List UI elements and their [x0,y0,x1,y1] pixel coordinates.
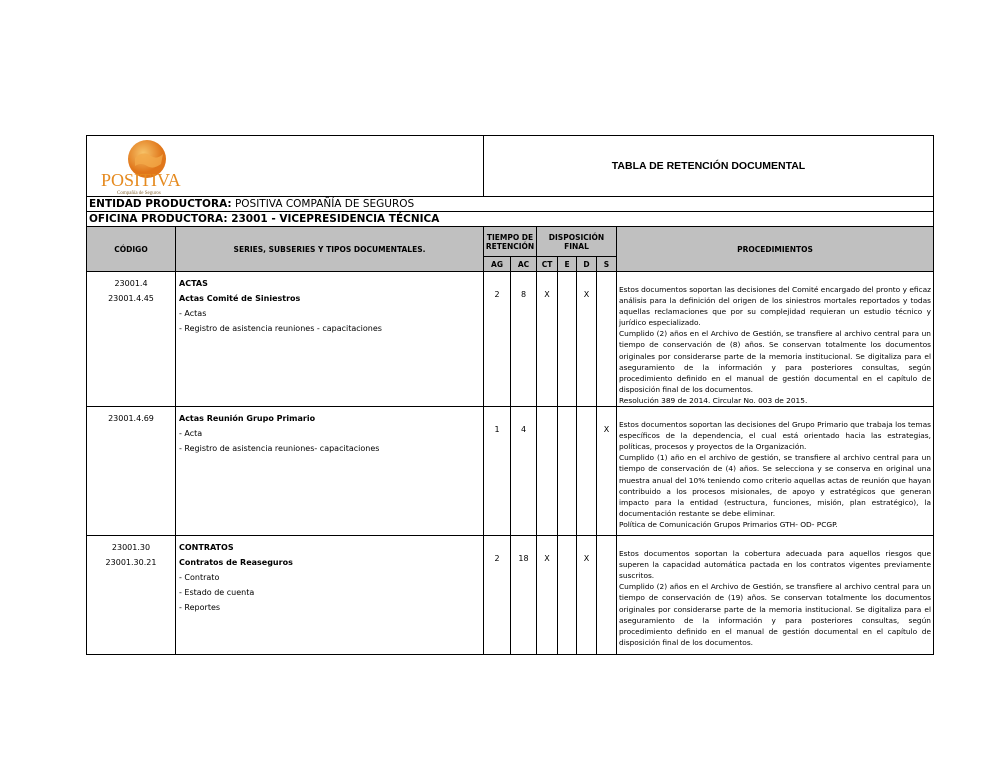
tipo-documental: - Estado de cuenta [179,588,255,598]
ct-cell [536,406,558,537]
d-cell [576,406,597,537]
header-e: E [557,256,577,272]
procedimiento-cell: Estos documentos soportan la cobertura a… [616,535,934,656]
tipo-documental: - Actas [179,309,207,318]
codigo: 23001.4.45 [108,294,154,303]
d-cell: X [576,535,597,656]
serie: CONTRATOS [179,543,234,553]
ct-cell: X [536,270,558,408]
ac-cell: 18 [510,535,537,656]
tipo-documental: - Reportes [179,603,221,613]
subserie: Contratos de Reaseguros [179,558,293,568]
document-title: TABLA DE RETENCIÓN DOCUMENTAL [483,135,934,197]
ag-cell: 2 [483,270,511,408]
codigo-cell: 23001.4 23001.4.45 [86,270,176,408]
header-tiempo: TIEMPO DE RETENCIÓN [483,226,537,257]
series-cell: Actas Reunión Grupo Primario - Acta - Regi… [175,406,484,537]
table-row: 23001.4.69 Actas Reunión Grupo Primario - … [86,406,934,537]
d-cell: X [576,270,597,408]
procedimiento-paragraph: Resolución 389 de 2014. Circular No. 003… [619,395,808,405]
header-series: SERIES, SUBSERIES Y TIPOS DOCUMENTALES. [175,226,484,272]
entidad-value: POSITIVA COMPAÑÍA DE SEGUROS [234,198,415,210]
oficina-label: OFICINA PRODUCTORA: 23001 - VICEPRESIDEN… [89,213,440,225]
tipo-documental: - Acta [179,429,203,439]
e-cell [557,270,577,408]
procedimiento-cell: Estos documentos soportan las decisiones… [616,270,934,408]
procedimiento-paragraph: Política de Comunicación Grupos Primario… [619,519,838,529]
positiva-logo: POSITIVA Compañía de Seguros [101,140,181,196]
tipo-documental: - Registro de asistencia reuniones - cap… [179,324,382,333]
header-procedimientos: PROCEDIMIENTOS [616,226,934,272]
tipo-documental: - Contrato [179,573,220,583]
table-row: 23001.4 23001.4.45 ACTAS Actas Comité de Si… [86,270,934,408]
subserie: Actas Comité de Siniestros [179,294,301,303]
codigo: 23001.30 [111,543,151,553]
s-cell [596,535,617,656]
codigo: 23001.4.69 [108,414,154,424]
s-cell [596,270,617,408]
series-cell: CONTRATOS Contratos de Reaseguros - Contra… [175,535,484,656]
oficina-productora: OFICINA PRODUCTORA: 23001 - VICEPRESIDEN… [86,211,934,227]
procedimiento-paragraph: Estos documentos soportan la cobertura a… [619,549,931,581]
ag-cell: 1 [483,406,511,537]
svg-text:POSITIVA: POSITIVA [101,170,181,190]
procedimiento-paragraph: Cumplido (1) año en el archivo de gestió… [619,453,931,518]
ac-cell: 8 [510,270,537,408]
e-cell [557,406,577,537]
header-ct: CT [536,256,558,272]
header-d: D [576,256,597,272]
ag-cell: 2 [483,535,511,656]
entidad-label: ENTIDAD PRODUCTORA: [89,198,232,210]
entidad-productora: ENTIDAD PRODUCTORA: POSITIVA COMPAÑÍA DE… [86,196,934,212]
procedimiento-paragraph: Cumplido (2) años en el Archivo de Gesti… [619,329,931,394]
procedimiento-paragraph: Cumplido (2) años en el Archivo de Gesti… [619,582,931,647]
svg-text:Compañía de Seguros: Compañía de Seguros [117,191,161,196]
s-cell: X [596,406,617,537]
header-codigo: CÓDIGO [86,226,176,272]
procedimiento-paragraph: Estos documentos soportan las decisiones… [619,285,931,328]
procedimiento-cell: Estos documentos soportan las decisiones… [616,406,934,537]
tipo-documental: - Registro de asistencia reuniones- capa… [179,444,380,454]
header-ac: AC [510,256,537,272]
header-s: S [596,256,617,272]
codigo-cell: 23001.30 23001.30.21 [86,535,176,656]
codigo-cell: 23001.4.69 [86,406,176,537]
table-row: 23001.30 23001.30.21 CONTRATOS Contratos de… [86,535,934,656]
serie: ACTAS [179,279,208,288]
subserie: Actas Reunión Grupo Primario [179,414,316,424]
retention-table: POSITIVA Compañía de Seguros TABLA DE RE… [86,135,934,656]
ct-cell: X [536,535,558,656]
header-ag: AG [483,256,511,272]
procedimiento-paragraph: Estos documentos soportan las decisiones… [619,420,931,452]
codigo: 23001.30.21 [105,558,157,568]
ac-cell: 4 [510,406,537,537]
codigo: 23001.4 [114,279,148,288]
series-cell: ACTAS Actas Comité de Siniestros - Actas - … [175,270,484,408]
header-disposicion: DISPOSICIÓN FINAL [536,226,617,257]
e-cell [557,535,577,656]
logo-cell: POSITIVA Compañía de Seguros [86,135,484,197]
